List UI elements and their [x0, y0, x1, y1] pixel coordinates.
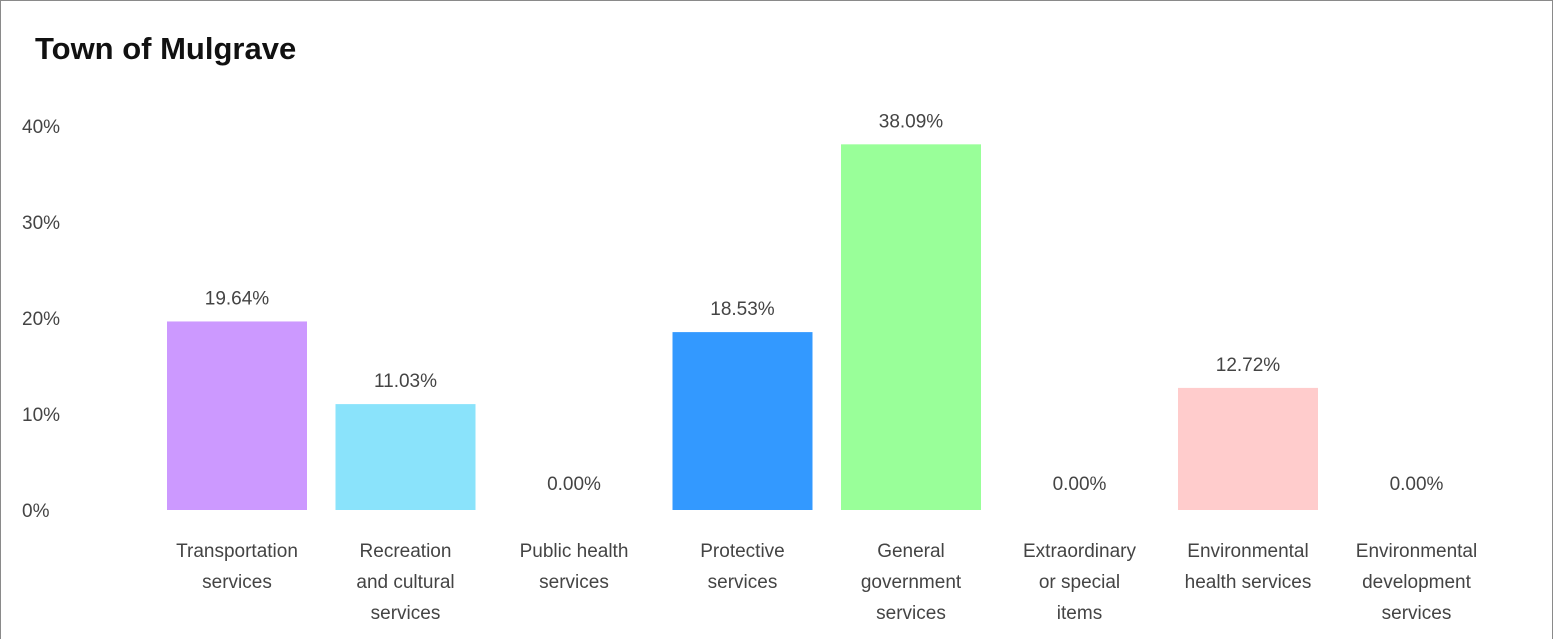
- x-category-label: services: [371, 603, 441, 624]
- x-category-label: items: [1057, 603, 1102, 624]
- x-category-label: General: [877, 541, 945, 562]
- bar: [167, 321, 307, 510]
- bar: [335, 404, 476, 510]
- y-tick-label: 20%: [22, 309, 60, 330]
- data-label: 0.00%: [1390, 474, 1444, 495]
- bar: [672, 332, 813, 510]
- x-category-label: services: [1382, 603, 1452, 624]
- bar: [1178, 387, 1318, 510]
- x-category-label: services: [539, 572, 609, 593]
- x-category-label: Transportation: [176, 541, 298, 562]
- x-category-label: health services: [1185, 572, 1312, 593]
- data-label: 0.00%: [547, 474, 601, 495]
- x-category-label: Public health: [520, 541, 629, 562]
- x-category-label: Extraordinary: [1023, 541, 1136, 562]
- y-tick-label: 40%: [22, 117, 60, 138]
- x-category-label: Environmental: [1356, 541, 1477, 562]
- data-label: 12.72%: [1216, 355, 1281, 376]
- x-category-label: development: [1362, 572, 1472, 593]
- data-label: 38.09%: [879, 111, 944, 132]
- x-category-label: Protective: [700, 541, 784, 562]
- x-category-label: government: [861, 572, 962, 593]
- x-category-label: or special: [1039, 572, 1120, 593]
- y-tick-label: 10%: [22, 405, 60, 426]
- x-category-label: services: [202, 572, 272, 593]
- chart-title: Town of Mulgrave: [35, 31, 297, 66]
- x-category-label: and cultural: [356, 572, 454, 593]
- x-category-label: services: [876, 603, 946, 624]
- data-label: 18.53%: [710, 299, 775, 320]
- data-label: 19.64%: [205, 288, 270, 309]
- y-tick-label: 30%: [22, 213, 60, 234]
- x-category-label: Environmental: [1187, 541, 1308, 562]
- y-tick-label: 0%: [22, 501, 50, 522]
- x-category-label: Recreation: [360, 541, 452, 562]
- data-label: 0.00%: [1053, 474, 1107, 495]
- data-label: 11.03%: [374, 371, 437, 392]
- bar: [841, 144, 981, 510]
- x-category-label: services: [708, 572, 778, 593]
